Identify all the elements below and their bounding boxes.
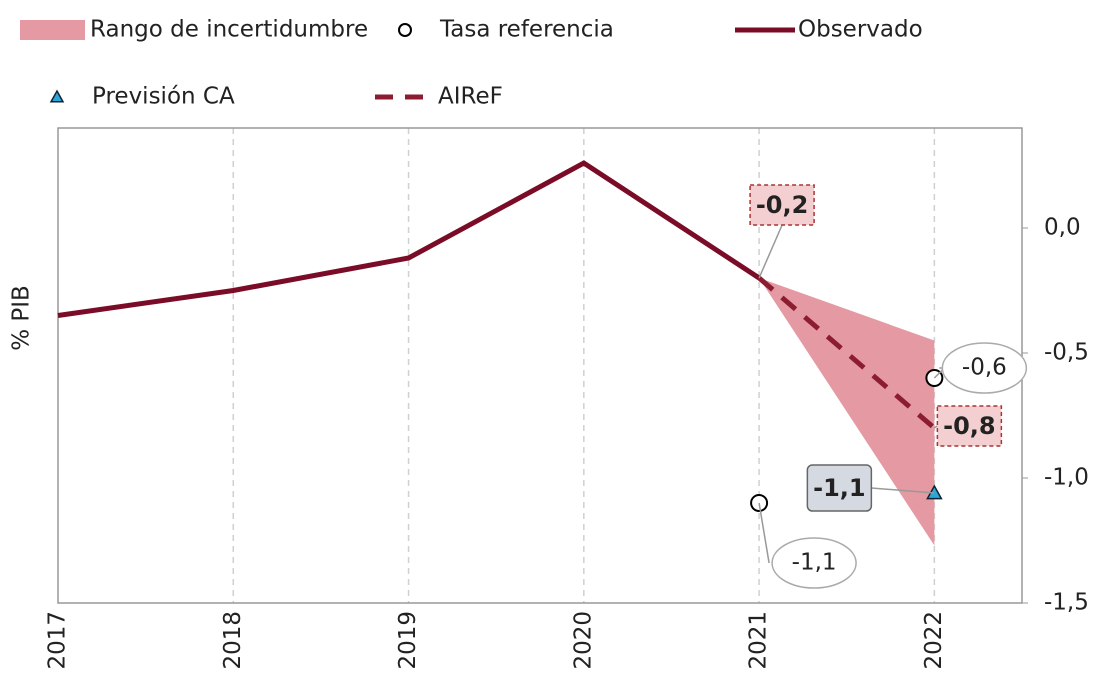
leader-line	[933, 425, 938, 429]
y-axis-label: % PIB	[9, 285, 35, 351]
line	[57, 160, 761, 318]
leader-line	[758, 224, 783, 279]
label-text: -0,2	[756, 191, 808, 219]
x-tick-label: 2020	[570, 611, 596, 670]
data-label: -1,1	[806, 464, 935, 512]
x-tick-label: 2022	[921, 611, 947, 670]
legend-swatch	[20, 20, 85, 40]
label-text: -1,1	[813, 474, 865, 502]
x-tick-label: 2017	[45, 611, 71, 670]
uncertainty-band	[759, 278, 935, 546]
x-tick-label: 2018	[220, 611, 246, 670]
legend-label: AIReF	[438, 84, 503, 110]
x-tick-label: 2021	[746, 611, 772, 670]
label-box	[806, 464, 873, 512]
legend-item: Previsión CA	[49, 84, 235, 110]
legend-label: Observado	[798, 17, 923, 43]
label-box	[936, 405, 1003, 447]
label-text: -0,8	[943, 412, 995, 440]
label-box	[749, 184, 815, 226]
legend-swatch	[49, 89, 65, 103]
legend-item: Tasa referencia	[398, 17, 614, 43]
data-label: -0,2	[749, 184, 815, 279]
label-box	[771, 537, 857, 589]
label-box	[941, 342, 1028, 394]
y-tick-label: 0,0	[1044, 215, 1081, 241]
y-tick-label: -0,5	[1044, 340, 1089, 366]
legend-item: Observado	[735, 17, 923, 43]
legend-label: Rango de incertidumbre	[90, 17, 368, 43]
legend-label: Previsión CA	[92, 84, 235, 110]
legend-swatch	[398, 23, 412, 37]
legend-item: AIReF	[375, 84, 503, 110]
data-label: -0,8	[933, 405, 1003, 447]
line	[757, 276, 936, 430]
label-text: -1,1	[792, 550, 837, 576]
leader-line	[871, 487, 935, 494]
y-tick-label: -1,5	[1044, 590, 1089, 616]
legend-label: Tasa referencia	[439, 17, 614, 43]
legend-item: Rango de incertidumbre	[20, 17, 368, 43]
leader-line	[758, 502, 770, 564]
label-text: -0,6	[962, 355, 1007, 381]
data-label: -1,1	[758, 502, 857, 589]
data-label: -0,6	[933, 342, 1028, 394]
y-tick-label: -1,0	[1044, 465, 1089, 491]
x-tick-label: 2019	[395, 611, 421, 670]
